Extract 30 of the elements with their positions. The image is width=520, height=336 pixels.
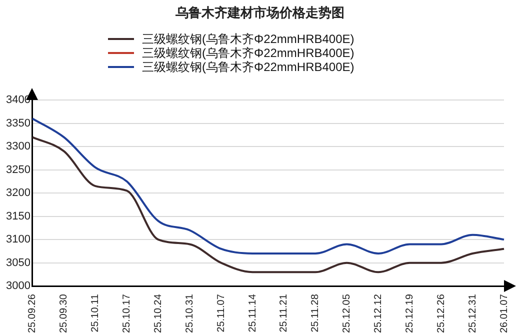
line-series xyxy=(31,136,505,274)
x-tick-label: 25.11.28 xyxy=(310,294,322,332)
x-tick-label: 25.12.19 xyxy=(404,294,416,334)
chart-title: 乌鲁木齐建材市场价格走势图 xyxy=(174,4,346,22)
y-tick-label: 3200 xyxy=(6,187,30,200)
x-tick-label: 25.12.31 xyxy=(467,294,478,334)
x-tick-label: 25.12.12 xyxy=(373,294,384,334)
x-tick-label: 26.01.07 xyxy=(498,294,510,334)
line-series xyxy=(31,118,505,255)
y-tick-label: 3350 xyxy=(6,117,30,130)
y-tick-label: 3250 xyxy=(6,164,30,176)
x-tick-label: 25.10.17 xyxy=(122,294,133,334)
x-tick-label: 25.11.07 xyxy=(216,294,227,332)
x-tick-label: 25.12.26 xyxy=(436,294,447,334)
x-tick-label: 25.10.31 xyxy=(184,294,196,334)
y-tick-label: 3000 xyxy=(6,280,30,292)
x-tick-label: 25.10.24 xyxy=(152,294,164,334)
x-tick-label: 25.10.11 xyxy=(90,294,102,332)
x-tick-label: 25.09.26 xyxy=(27,294,38,334)
legend-label: 三级螺纹钢(乌鲁木齐Φ22mmHRB400E) xyxy=(142,60,354,74)
x-tick-label: 25.09.30 xyxy=(58,294,70,334)
y-tick-label: 3100 xyxy=(6,234,30,246)
y-tick-label: 3300 xyxy=(6,140,30,153)
legend-label: 三级螺纹钢(乌鲁木齐Φ22mmHRB400E) xyxy=(142,46,354,60)
y-tick-label: 3050 xyxy=(6,256,30,269)
x-tick-label: 25.11.21 xyxy=(278,294,290,332)
y-tick-label: 3150 xyxy=(6,210,30,222)
x-tick-label: 25.11.14 xyxy=(247,294,258,332)
legend-label: 三级螺纹钢(乌鲁木齐Φ22mmHRB400E) xyxy=(142,32,354,46)
x-tick-label: 25.12.05 xyxy=(342,294,353,334)
